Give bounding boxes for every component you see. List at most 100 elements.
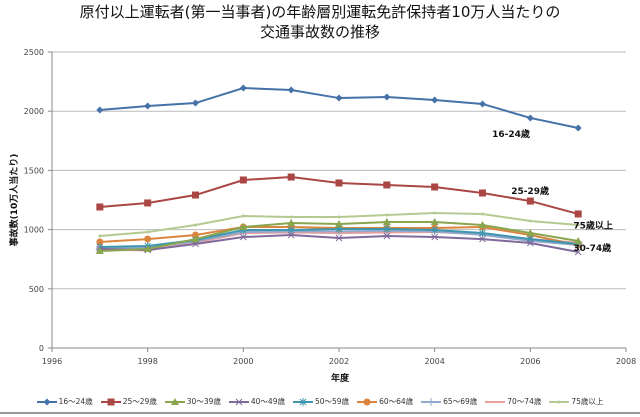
data-point: [287, 86, 295, 94]
data-point: [98, 234, 102, 238]
data-point: [574, 236, 583, 244]
legend-item: 75歳以上: [549, 396, 603, 407]
x-tick-label: 1996: [42, 357, 62, 366]
legend-swatch: [485, 400, 506, 403]
data-point: [431, 183, 439, 191]
legend-swatch: [36, 398, 57, 405]
legend-label: 25～29歳: [122, 397, 157, 406]
y-axis-label: 事故数(10万人当たり): [8, 154, 20, 247]
data-point: [526, 114, 534, 122]
x-tick-label: 2008: [616, 357, 636, 366]
data-point: [287, 173, 295, 181]
data-point: [385, 213, 389, 217]
data-point: [574, 248, 582, 256]
data-point: [43, 398, 51, 405]
data-point: [192, 231, 199, 239]
x-tick-label: 2006: [520, 357, 540, 366]
data-point: [335, 94, 343, 102]
legend-item: 50～59歳: [292, 396, 349, 407]
data-point: [431, 233, 439, 241]
data-point: [335, 234, 343, 242]
data-point: [431, 225, 439, 234]
data-point: [479, 235, 486, 243]
data-point: [337, 215, 341, 219]
data-point: [107, 398, 115, 405]
legend-swatch: [100, 398, 121, 405]
series-16～24歳: [96, 84, 582, 132]
series-line: [99, 86, 579, 129]
data-point: [526, 229, 535, 237]
legend-item: 70～74歳: [485, 396, 541, 407]
x-tick-label: 2004: [424, 357, 444, 366]
legend-item: 40～49歳: [228, 396, 285, 407]
data-point: [479, 229, 486, 238]
data-point: [95, 247, 104, 255]
data-point: [382, 218, 391, 226]
data-point: [479, 100, 486, 108]
legend-swatch: [164, 397, 185, 405]
chart-title-line-2: 交通事故数の推移: [259, 23, 380, 41]
data-point: [576, 223, 580, 227]
data-point: [170, 397, 179, 405]
legend-item: 60～64歳: [357, 396, 413, 407]
data-point: [144, 235, 152, 243]
data-point: [239, 176, 247, 184]
data-point: [192, 99, 199, 107]
data-point: [96, 203, 104, 211]
data-point: [144, 102, 152, 110]
legend-swatch: [228, 398, 249, 405]
legend-swatch: [421, 397, 442, 406]
data-point: [427, 397, 436, 406]
data-point: [96, 106, 104, 114]
data-point: [431, 96, 439, 104]
data-point: [192, 191, 199, 199]
data-point: [144, 199, 152, 207]
series-75歳以上: [98, 211, 580, 238]
y-tick-label: 0: [39, 344, 44, 353]
legend: 16～24歳 25～29歳 30～39歳 40～49歳 50～59歳 60～64歳 65～6…: [0, 396, 640, 407]
data-point: [239, 84, 247, 92]
legend-item: 65～69歳: [421, 396, 477, 407]
annotation-label: 30-74歳: [573, 242, 611, 254]
data-point: [289, 215, 293, 219]
legend-label: 40～49歳: [250, 397, 285, 406]
data-point: [383, 181, 391, 189]
series-30～39歳: [95, 218, 583, 255]
annotation-label: 25-29歳: [511, 185, 549, 197]
data-point: [287, 231, 295, 239]
data-point: [481, 212, 484, 216]
annotation-label: 16-24歳: [492, 128, 530, 140]
legend-label: 75歳以上: [571, 397, 604, 406]
x-tick-label: 2002: [329, 357, 349, 366]
data-point: [574, 210, 582, 218]
annotation-label: 75歳以上: [573, 219, 613, 231]
data-point: [335, 220, 343, 228]
series-40～49歳: [96, 231, 582, 256]
data-point: [363, 398, 371, 405]
data-point: [383, 232, 391, 240]
data-point: [299, 397, 307, 406]
legend-swatch: [357, 398, 378, 405]
data-point: [433, 211, 437, 215]
chart-title-line-1: 原付以上運転者(第一当事者)の年齢層別運転免許保持者10万人当たりの: [79, 3, 561, 21]
x-tick-label: 2000: [233, 357, 253, 366]
data-point: [235, 398, 243, 405]
data-point: [143, 245, 152, 253]
data-point: [287, 218, 296, 226]
data-point: [557, 400, 561, 403]
data-point: [239, 222, 248, 230]
data-point: [574, 124, 582, 132]
y-tick-label: 1000: [24, 226, 44, 235]
legend-swatch: [549, 400, 570, 403]
data-point: [191, 235, 200, 243]
series-25～29歳: [96, 173, 582, 218]
legend-label: 60～64歳: [379, 397, 414, 406]
y-tick-label: 2000: [24, 107, 44, 116]
y-tick-label: 2500: [24, 48, 44, 57]
data-point: [528, 219, 532, 223]
data-point: [430, 218, 439, 226]
legend-label: 16～24歳: [58, 397, 93, 406]
data-point: [526, 239, 534, 247]
